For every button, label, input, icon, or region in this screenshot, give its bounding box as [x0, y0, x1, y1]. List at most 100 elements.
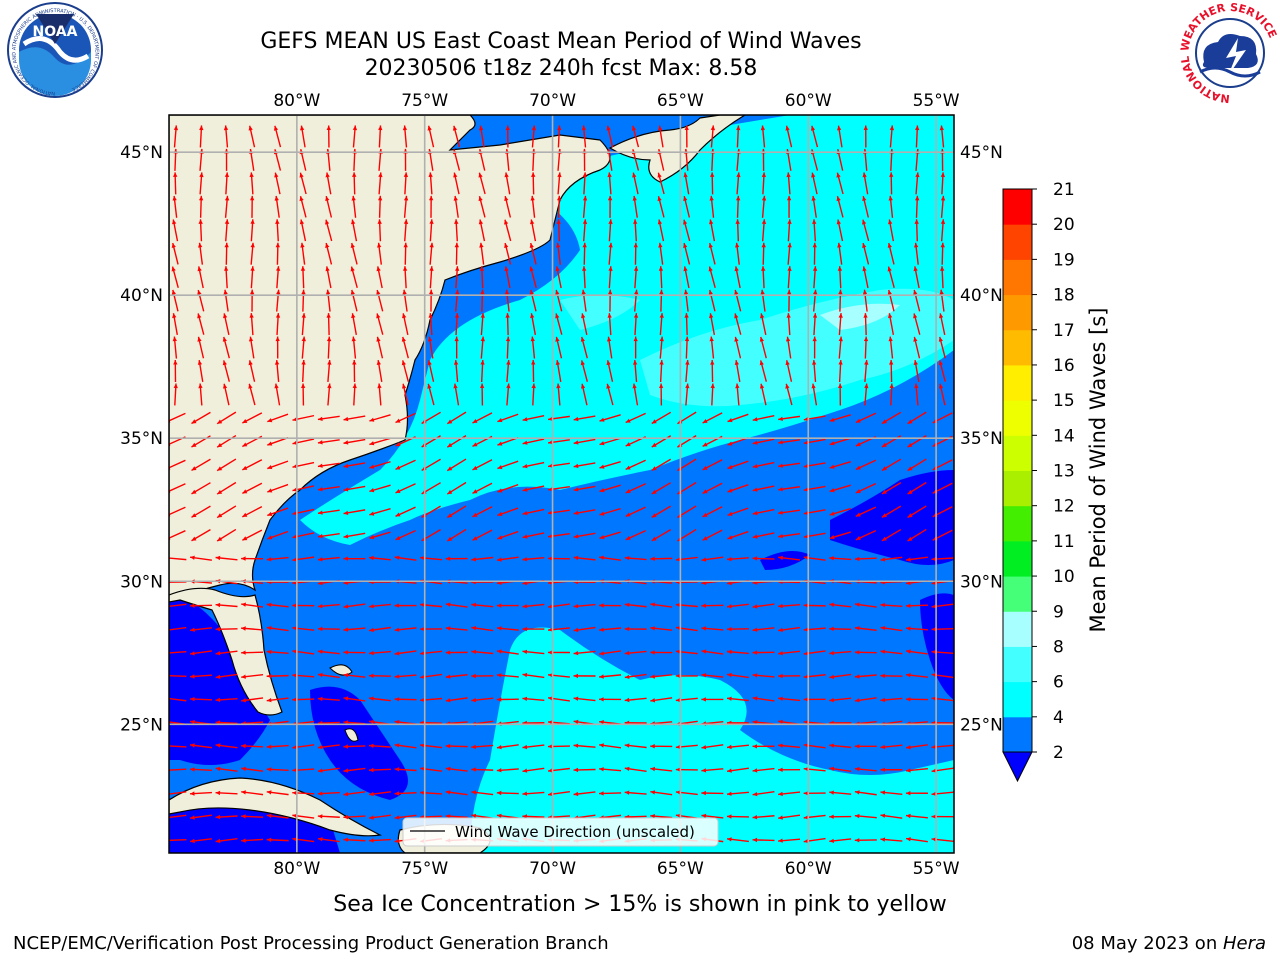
- wave-arrow-head: [266, 557, 272, 562]
- wave-arrow-head: [429, 289, 434, 295]
- wave-arrow-head: [752, 417, 758, 422]
- wave-arrow-head: [624, 790, 630, 795]
- wave-arrow-head: [803, 651, 809, 656]
- wave-arrow-head: [428, 172, 433, 177]
- wave-arrow-head: [727, 744, 732, 750]
- wave-arrow-head: [325, 219, 330, 225]
- wave-arrow-head: [624, 743, 630, 748]
- wave-arrow-head: [317, 463, 323, 468]
- wave-arrow-head: [222, 336, 227, 342]
- colorbar-tick-label: 9: [1053, 602, 1064, 622]
- wave-arrow-head: [548, 791, 553, 797]
- wave-arrow-head: [504, 172, 509, 178]
- wave-arrow-head: [709, 336, 714, 342]
- wave-arrow-head: [478, 196, 483, 202]
- wave-arrow-head: [369, 791, 374, 797]
- wave-arrow-head: [317, 440, 323, 445]
- wave-arrow-head: [838, 313, 843, 318]
- wave-arrow-head: [292, 745, 298, 750]
- wave-arrow-head: [803, 767, 809, 772]
- wave-arrow-head: [881, 419, 887, 424]
- wave-arrow-head: [650, 790, 656, 795]
- wave-arrow-head: [445, 650, 451, 655]
- wave-arrow-head: [351, 336, 356, 342]
- wave-arrow-head: [403, 266, 408, 271]
- land-north-america: [169, 115, 611, 602]
- wave-arrow-head: [683, 266, 688, 272]
- wave-arrow-head: [752, 627, 758, 632]
- wave-arrow-head: [599, 464, 605, 469]
- wave-arrow-head: [198, 219, 203, 224]
- wave-arrow-head: [907, 442, 913, 448]
- wave-arrow-head: [787, 289, 792, 295]
- wave-arrow-head: [292, 768, 297, 773]
- wave-arrow-head: [599, 791, 604, 796]
- wave-arrow-head: [224, 172, 230, 177]
- lat-tick-label-right: 40°N: [960, 286, 1003, 306]
- wave-arrow-head: [420, 651, 425, 656]
- wave-arrow-head: [938, 360, 943, 366]
- wave-arrow-head: [599, 535, 605, 540]
- wave-arrow-head: [829, 417, 835, 422]
- wave-arrow-head: [199, 125, 204, 131]
- wave-arrow-head: [224, 219, 230, 224]
- wave-arrow-head: [650, 766, 655, 772]
- wave-arrow-head: [760, 125, 766, 131]
- wave-arrow-head: [906, 837, 911, 842]
- wave-arrow-head: [854, 674, 860, 679]
- wave-direction-arrow: [169, 506, 186, 516]
- wave-arrow-head: [352, 360, 357, 365]
- wave-arrow-head: [752, 650, 757, 655]
- wave-arrow-head: [343, 416, 349, 422]
- wave-arrow-head: [931, 791, 937, 796]
- wave-arrow-head: [547, 650, 553, 655]
- wave-arrow-head: [217, 443, 223, 448]
- wave-arrow-head: [913, 290, 918, 295]
- wave-arrow-head: [478, 219, 484, 225]
- wave-arrow-head: [889, 360, 894, 365]
- wave-arrow-head: [343, 791, 349, 797]
- wave-arrow-head: [727, 418, 733, 423]
- wave-arrow-head: [608, 266, 613, 271]
- wave-arrow-head: [480, 360, 485, 365]
- wave-arrow-head: [274, 360, 280, 365]
- wave-arrow-head: [836, 219, 841, 225]
- wave-arrow-head: [267, 511, 273, 516]
- wave-arrow-head: [573, 555, 579, 561]
- wave-arrow-head: [624, 674, 630, 679]
- wave-arrow-head: [191, 442, 197, 447]
- wave-arrow-head: [829, 650, 834, 656]
- wave-arrow-head: [803, 487, 809, 492]
- wave-arrow-head: [241, 814, 246, 819]
- wave-arrow-head: [735, 219, 740, 224]
- wave-arrow-head: [530, 195, 535, 201]
- wave-arrow-head: [906, 626, 911, 631]
- wave-arrow-head: [736, 172, 741, 178]
- colorbar-segment: [1003, 294, 1032, 331]
- wave-arrow-head: [496, 673, 502, 678]
- wave-arrow-head: [454, 242, 459, 248]
- wave-arrow-head: [557, 172, 562, 178]
- wave-arrow-head: [522, 672, 528, 678]
- wave-arrow-head: [701, 768, 707, 773]
- wave-arrow-head: [548, 510, 553, 515]
- wave-arrow-head: [242, 536, 248, 541]
- lon-tick-label-bottom: 80°W: [273, 859, 320, 879]
- wave-arrow-head: [173, 125, 179, 131]
- wave-arrow-head: [301, 313, 306, 318]
- wave-arrow-head: [864, 360, 869, 365]
- wave-arrow-head: [939, 289, 944, 295]
- wave-arrow-head: [658, 125, 663, 131]
- wave-arrow-head: [445, 814, 451, 819]
- wave-arrow-head: [453, 195, 458, 201]
- wave-arrow-head: [752, 673, 758, 678]
- wave-arrow-head: [301, 360, 306, 365]
- wave-arrow-head: [242, 419, 248, 423]
- wave-arrow-head: [496, 768, 502, 773]
- wave-arrow-head: [471, 626, 477, 631]
- wave-arrow-head: [573, 487, 579, 492]
- wave-arrow-head: [522, 649, 528, 654]
- wave-arrow-head: [778, 555, 783, 560]
- wave-arrow-head: [650, 698, 656, 703]
